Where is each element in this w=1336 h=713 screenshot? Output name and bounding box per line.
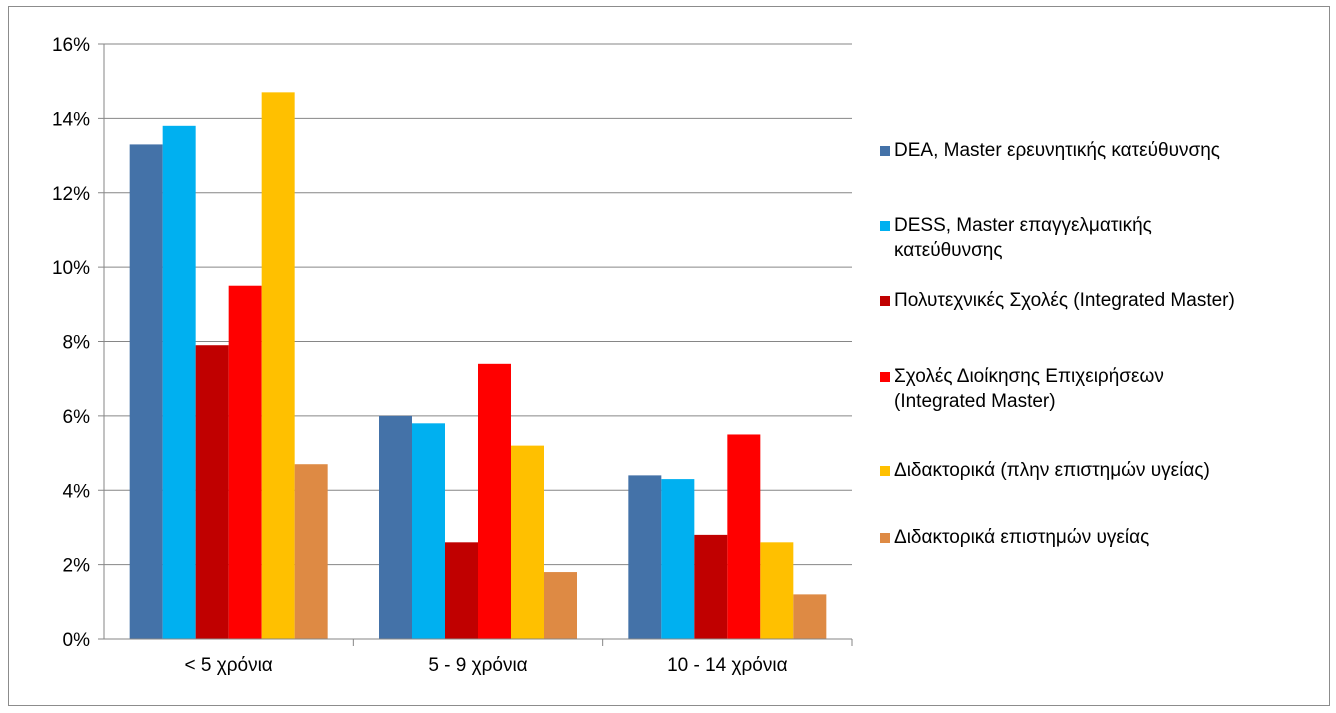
legend-item-phd-health: Διδακτορικά επιστημών υγείας xyxy=(880,525,1324,550)
y-tick-label: 8% xyxy=(63,333,91,354)
bar xyxy=(661,479,695,639)
bar xyxy=(694,534,728,639)
bar xyxy=(294,464,328,639)
legend-swatch xyxy=(880,372,890,382)
x-tick-label: 5 - 9 χρόνια xyxy=(428,655,527,676)
x-tick-label: < 5 χρόνια xyxy=(185,655,273,676)
legend-item-phd: Διδακτορικά (πλην επιστημών υγείας) xyxy=(880,458,1324,483)
y-tick-label: 10% xyxy=(52,258,90,279)
bar xyxy=(129,144,163,639)
legend-swatch xyxy=(880,146,890,156)
legend-item-business: Σχολές Διοίκησης Επιχειρήσεων (Integrate… xyxy=(880,364,1254,414)
axes: 0% 2% 4% 6% 8% 10% 12% 14% 16% < 5 χρόνια 5 - 9 χρ… xyxy=(52,35,853,676)
bar xyxy=(162,125,196,639)
bar xyxy=(379,415,412,639)
y-tick-label: 0% xyxy=(63,630,91,651)
bar xyxy=(195,345,229,639)
legend-swatch xyxy=(880,221,890,231)
bar xyxy=(478,363,511,639)
legend-item-polytechnic: Πολυτεχνικές Σχολές (Integrated Master) xyxy=(880,288,1324,313)
bar xyxy=(445,542,478,639)
legend-label: Πολυτεχνικές Σχολές (Integrated Master) xyxy=(894,290,1235,311)
bar xyxy=(544,572,577,639)
legend-label: DESS, Master επαγγελματικής κατεύθυνσης xyxy=(894,215,1152,261)
y-tick-label: 4% xyxy=(63,481,91,502)
y-tick-label: 2% xyxy=(63,556,91,577)
bar xyxy=(228,285,262,639)
y-tick-label: 14% xyxy=(52,109,90,130)
bars xyxy=(129,92,827,639)
bar xyxy=(727,434,761,639)
bar xyxy=(261,92,295,639)
legend-item-dea: DEA, Master ερευνητικής κατεύθυνσης xyxy=(880,138,1324,163)
legend-label: DEA, Master ερευνητικής κατεύθυνσης xyxy=(894,140,1220,161)
legend-item-dess: DESS, Master επαγγελματικής κατεύθυνσης xyxy=(880,213,1254,263)
legend-swatch xyxy=(880,466,890,476)
y-tick-label: 6% xyxy=(63,407,91,428)
bar xyxy=(628,475,662,639)
bar xyxy=(511,445,544,639)
y-tick-label: 12% xyxy=(52,184,90,205)
legend-swatch xyxy=(880,296,890,306)
bar xyxy=(412,423,445,639)
legend-label: Σχολές Διοίκησης Επιχειρήσεων (Integrate… xyxy=(894,366,1164,412)
legend-label: Διδακτορικά (πλην επιστημών υγείας) xyxy=(894,460,1210,481)
bar xyxy=(760,542,794,639)
legend-label: Διδακτορικά επιστημών υγείας xyxy=(894,527,1150,548)
y-tick-label: 16% xyxy=(52,35,90,56)
x-tick-label: 10 - 14 χρόνια xyxy=(667,655,788,676)
legend-swatch xyxy=(880,533,890,543)
bar xyxy=(793,594,827,639)
